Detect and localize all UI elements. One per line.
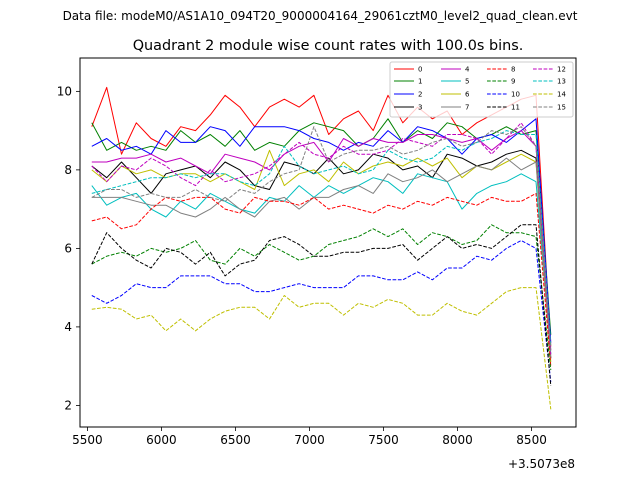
legend-label-2: 2: [418, 91, 422, 99]
series-line-15: [91, 126, 552, 351]
series-line-10: [91, 240, 552, 382]
series-line-12: [91, 122, 552, 355]
series-line-4: [91, 130, 552, 351]
x-tick-label: 8000: [442, 433, 473, 447]
x-tick-label: 7000: [294, 433, 325, 447]
legend-label-4: 4: [465, 66, 470, 74]
legend-label-9: 9: [511, 78, 515, 86]
legend-label-11: 11: [511, 104, 520, 112]
legend-label-12: 12: [557, 66, 566, 74]
x-offset-label: +3.5073e8: [508, 457, 575, 471]
series-line-3: [91, 149, 552, 359]
legend-label-1: 1: [418, 78, 422, 86]
axis-ticks: 5500 6000 6500 7000 7500 8000 8500 2 4 6 8 10: [57, 84, 547, 447]
plot-frame: [79, 57, 577, 428]
legend-frame: [389, 61, 574, 118]
series-line-5: [91, 173, 552, 355]
x-tick-label: 8500: [516, 433, 547, 447]
y-tick-label: 8: [64, 163, 72, 177]
legend-label-6: 6: [465, 91, 470, 99]
x-tick-label: 5500: [72, 433, 103, 447]
x-tick-label: 7500: [368, 433, 399, 447]
plot-lines: [91, 86, 552, 410]
legend-label-5: 5: [465, 78, 469, 86]
series-line-2: [91, 118, 552, 343]
legend-label-3: 3: [418, 104, 422, 112]
legend-label-15: 15: [557, 104, 566, 112]
series-line-13: [91, 130, 552, 347]
series-line-9: [91, 224, 552, 371]
y-tick-label: 6: [64, 241, 72, 255]
chart-title: Quadrant 2 module wise count rates with …: [133, 38, 524, 54]
y-tick-label: 2: [64, 398, 72, 412]
x-tick-label: 6000: [146, 433, 177, 447]
series-line-7: [91, 157, 552, 359]
legend-label-8: 8: [511, 66, 515, 74]
series-line-6: [91, 149, 552, 363]
series-line-14: [91, 287, 552, 410]
series-line-11: [91, 224, 552, 386]
series-line-0: [91, 86, 552, 347]
series-line-8: [91, 192, 552, 367]
legend-label-0: 0: [418, 66, 422, 74]
series-line-1: [91, 118, 552, 335]
legend-label-13: 13: [557, 78, 566, 86]
x-tick-label: 6500: [220, 433, 251, 447]
y-tick-label: 10: [57, 84, 72, 98]
legend-label-7: 7: [465, 104, 469, 112]
legend-label-10: 10: [511, 91, 520, 99]
suptitle: Data file: modeM0/AS1A10_094T20_90000041…: [63, 9, 578, 23]
legend-label-14: 14: [557, 91, 566, 99]
y-tick-label: 4: [64, 320, 72, 334]
